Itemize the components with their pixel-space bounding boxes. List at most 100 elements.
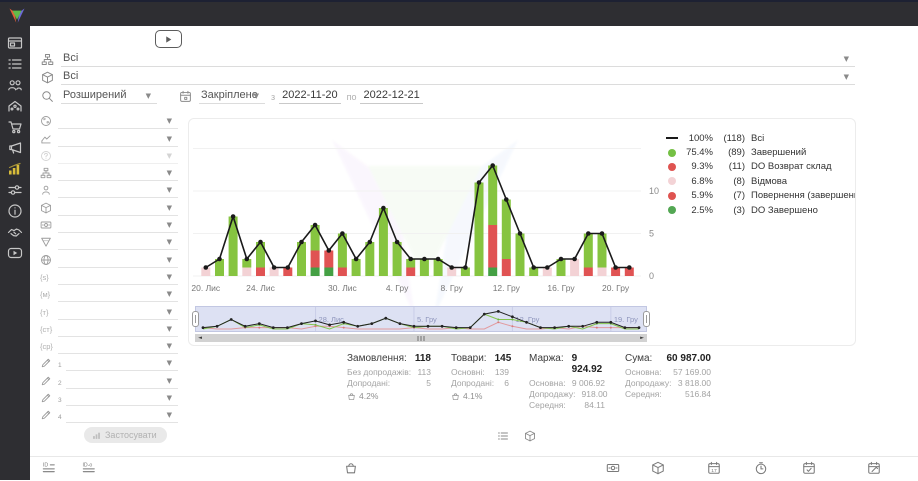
legend-item[interactable]: 5.9% (7) Повернення (завершений) <box>665 189 855 203</box>
sidebar-item-sliders[interactable] <box>7 182 23 198</box>
filter-row-globe: ▼ <box>40 112 178 130</box>
navigator-left-handle[interactable] <box>192 311 199 327</box>
trend-icon <box>40 133 52 145</box>
filter-row-person-select[interactable]: ▼ <box>58 184 178 199</box>
chevron-down-icon: ▼ <box>843 73 849 81</box>
filter-row-14-select[interactable]: ▼ <box>58 340 178 355</box>
date-to-input[interactable]: 2022-12-21 <box>360 89 423 104</box>
bottom-bag-icon[interactable] <box>344 461 358 475</box>
product-select[interactable]: Всі ▼ <box>61 70 855 85</box>
legend-item[interactable]: 9.3% (11) DO Возврат склад <box>665 160 855 174</box>
chevron-down-icon: ▼ <box>166 290 172 299</box>
filter-row-pencil-1-select[interactable]: ▼ <box>65 357 178 372</box>
legend-item[interactable]: 75.4% (89) Завершений <box>665 145 855 159</box>
legend-item[interactable]: 2.5% (3) DO Завершено <box>665 203 855 217</box>
scroll-left-icon[interactable]: ◄ <box>198 335 202 341</box>
sidebar-item-info[interactable] <box>7 203 23 219</box>
date-from-input[interactable]: 2022-11-20 <box>279 89 341 104</box>
filter-row-sitemap: ▼ <box>40 164 178 182</box>
stat-foot-value: 4.2% <box>359 391 379 401</box>
filter-row-10-select[interactable]: ▼ <box>58 271 178 285</box>
filter-row-period: Розширений ▼ Закріплене ▼ з 2022-11-20 п… <box>41 89 423 104</box>
sidebar-item-analytics[interactable] <box>7 161 23 177</box>
video-tutorial-button[interactable] <box>155 30 182 48</box>
chart-scrollbar[interactable]: ◄ ► <box>195 334 647 342</box>
legend-percent: 75.4% <box>686 147 713 159</box>
filter-row-globe-select[interactable]: ▼ <box>58 115 178 130</box>
stat-column: Замовлення: 118 Без допродажів: 113 Допродан… <box>347 353 431 411</box>
stat-title: Маржа: <box>529 353 564 364</box>
bottom-box-icon[interactable] <box>651 461 665 475</box>
chart-navigator[interactable]: 28. Лис 5. Гру 12. Гру 19. Гру <box>192 306 650 332</box>
legend-item[interactable]: 100% (118) Всі <box>665 131 855 145</box>
navigator-right-handle[interactable] <box>643 311 650 327</box>
stat-subrow: Допродані: 6 <box>451 378 509 389</box>
bottom-money-icon[interactable] <box>606 461 620 475</box>
pencil-icon <box>40 409 52 421</box>
orders-chart[interactable]: 0 5 10 20. Лис 24. Лис 30. Лис 4. Гру 8. Гру 12.… <box>191 121 661 305</box>
stat-sublabel: Допродажу: <box>625 378 672 388</box>
scrollbar-grip[interactable] <box>417 335 425 341</box>
question-icon <box>40 150 52 162</box>
sidebar-item-megaphone[interactable] <box>7 140 23 156</box>
bottom-id-lines-icon[interactable]: ID <box>42 461 56 475</box>
view-toggle[interactable] <box>524 429 536 447</box>
summary-stats: Замовлення: 118 Без допродажів: 113 Допродан… <box>347 353 711 411</box>
sidebar-item-cart[interactable] <box>7 119 23 135</box>
filter-row-sitemap-select[interactable]: ▼ <box>58 167 178 182</box>
filter-panel: ▼ ▼ ▼ ▼ ▼ ▼ ▼ ▼ ▼ {s} ▼ {м} ▼ {т} ▼ {ст} ▼ {с… <box>40 112 178 424</box>
sitemap-icon <box>41 53 54 66</box>
pencil-icon <box>40 357 52 369</box>
filter-row-box-select[interactable]: ▼ <box>58 202 178 216</box>
sidebar-item-window[interactable] <box>7 35 23 51</box>
sidebar-item-handshake[interactable] <box>7 224 23 240</box>
filter-row-trend-select[interactable]: ▼ <box>58 133 178 147</box>
bottom-clock-icon[interactable] <box>754 461 768 475</box>
product-select-value: Всі <box>63 70 79 82</box>
search-mode-select[interactable]: Розширений ▼ <box>61 89 157 104</box>
stat-title: Товари: <box>451 353 487 364</box>
filter-row-pencil-3-select[interactable]: ▼ <box>65 392 178 407</box>
topbar <box>0 0 918 26</box>
filter-row-question-select[interactable]: ▼ <box>58 150 178 164</box>
filter-code-label: {т} <box>40 307 49 317</box>
apply-filters-button[interactable]: Застосувати <box>84 427 167 443</box>
svg-text:ID-o: ID-o <box>82 462 92 468</box>
sidebar-item-users[interactable] <box>7 77 23 93</box>
view-toggle[interactable] <box>497 429 509 447</box>
video-icon <box>7 245 23 261</box>
filter-row-money-select[interactable]: ▼ <box>58 219 178 234</box>
filter-row-13-select[interactable]: ▼ <box>58 323 178 337</box>
period-type-select[interactable]: Закріплене ▼ <box>199 89 265 104</box>
bottom-calendar-check-icon[interactable] <box>802 461 816 475</box>
sidebar-item-building[interactable] <box>7 98 23 114</box>
stat-sublabel: Основна: <box>625 367 662 377</box>
filter-index-label: 3 <box>58 397 62 405</box>
bottom-calendar-date-icon[interactable]: 17 <box>707 461 721 475</box>
filter-row-funnel-select[interactable]: ▼ <box>58 236 178 251</box>
sidebar-item-list[interactable] <box>7 56 23 72</box>
analytics-icon <box>7 161 23 177</box>
building-icon <box>7 98 23 114</box>
legend-dot-marker <box>667 177 676 186</box>
legend-marker <box>665 177 678 186</box>
source-select-value: Всі <box>63 52 79 64</box>
filter-row-12-select[interactable]: ▼ <box>58 306 178 320</box>
svg-text:24. Лис: 24. Лис <box>246 283 276 293</box>
sidebar-item-video[interactable] <box>7 245 23 261</box>
stat-sublabel: Допродані: <box>451 378 495 388</box>
filter-row-pencil-2: 2 ▼ <box>40 371 178 389</box>
filter-row-pencil-4-select[interactable]: ▼ <box>65 409 178 424</box>
legend-item[interactable]: 6.8% (8) Відмова <box>665 174 855 188</box>
stat-column: Маржа: 9 924.92 Основна: 9 006.92 Допродажу:… <box>529 353 608 411</box>
calendar-date-icon: 17 <box>707 461 721 475</box>
source-select[interactable]: Всі ▼ <box>61 52 855 67</box>
filter-row-11-select[interactable]: ▼ <box>58 288 178 303</box>
app-logo-icon[interactable] <box>7 6 27 26</box>
legend-percent: 100% <box>688 132 713 144</box>
bottom-calendar-edit-icon[interactable] <box>867 461 881 475</box>
filter-row-pencil-2-select[interactable]: ▼ <box>65 375 178 389</box>
bottom-id-o-lines-icon[interactable]: ID-o <box>82 461 96 475</box>
scroll-right-icon[interactable]: ► <box>640 335 644 341</box>
filter-row-web-select[interactable]: ▼ <box>58 254 178 268</box>
